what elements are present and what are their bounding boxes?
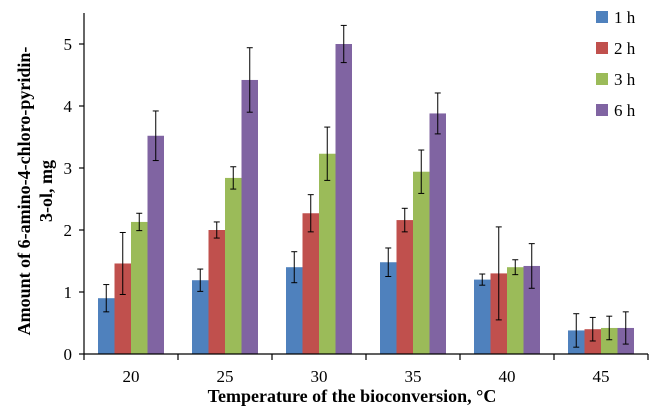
x-tick-label: 45 — [593, 367, 610, 386]
y-tick-label: 4 — [64, 97, 73, 116]
y-axis-title-line-1: Amount of 6-amino-4-chloro-pyridin- — [14, 47, 34, 336]
bar — [584, 329, 601, 354]
x-tick-label: 35 — [405, 367, 422, 386]
bar — [380, 262, 397, 354]
x-tick-label: 20 — [123, 367, 140, 386]
bar — [601, 327, 618, 354]
y-tick-label: 5 — [64, 35, 73, 54]
legend-swatch — [596, 104, 608, 116]
x-tick-label: 25 — [217, 367, 234, 386]
legend-label: 6 h — [614, 101, 636, 120]
bar — [241, 79, 258, 355]
x-axis-title: Temperature of the bioconversion, °C — [208, 386, 497, 406]
legend-label: 1 h — [614, 8, 636, 27]
y-axis-title-line-2: 3-ol, mg — [36, 160, 56, 222]
x-axis-ticks: 20 25 30 35 40 45 — [83, 354, 649, 386]
y-axis-ticks: 0 1 2 3 4 5 — [64, 35, 84, 364]
legend: 1 h 2 h 3 h 6 h — [596, 8, 636, 120]
legend-swatch — [596, 42, 608, 54]
bar — [208, 230, 225, 354]
bar — [319, 153, 336, 354]
legend-swatch — [596, 11, 608, 23]
bar — [429, 113, 446, 354]
bar — [396, 220, 413, 354]
bars-layer — [98, 44, 634, 355]
bar — [98, 298, 115, 354]
error-bars-layer — [103, 24, 629, 348]
bar — [335, 44, 352, 354]
bar — [225, 177, 242, 354]
y-tick-label: 2 — [64, 221, 73, 240]
legend-label: 2 h — [614, 39, 636, 58]
bar — [131, 221, 148, 354]
y-axis-title: Amount of 6-amino-4-chloro-pyridin- 3-ol… — [14, 47, 56, 336]
bar — [523, 265, 540, 354]
bar — [507, 267, 524, 354]
bar — [114, 263, 131, 354]
y-tick-label: 1 — [64, 283, 73, 302]
x-tick-label: 30 — [311, 367, 328, 386]
bar — [192, 280, 209, 354]
bar — [413, 171, 430, 354]
bar — [147, 135, 164, 354]
bar — [286, 267, 303, 354]
bar — [474, 279, 491, 354]
legend-label: 3 h — [614, 70, 636, 89]
x-tick-label: 40 — [499, 367, 516, 386]
y-tick-label: 0 — [64, 345, 73, 364]
bar — [302, 213, 319, 354]
legend-swatch — [596, 73, 608, 85]
y-tick-label: 3 — [64, 159, 73, 178]
